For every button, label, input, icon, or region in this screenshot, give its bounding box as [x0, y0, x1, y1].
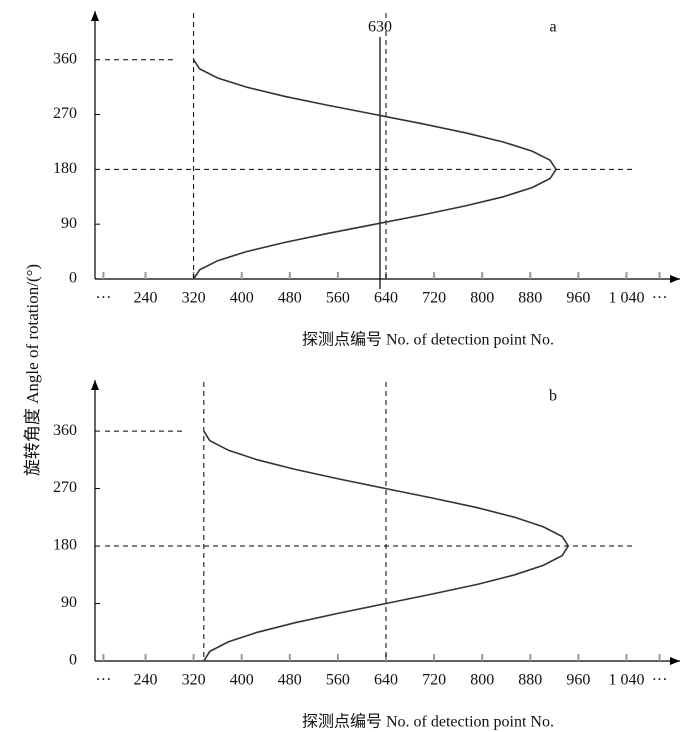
y-tick-label: 360: [53, 422, 77, 439]
curve: [192, 59, 558, 280]
y-tick-label: 360: [53, 50, 77, 67]
x-tick-label: 400: [230, 290, 254, 307]
x-tick-label: 880: [518, 290, 542, 307]
x-tick-label: 720: [422, 290, 446, 307]
marker-label: 630: [368, 19, 392, 36]
x-tick-label: 400: [230, 672, 254, 689]
x-tick-label: 320: [182, 672, 206, 689]
y-tick-label: 90: [61, 215, 77, 232]
x-tick-label: ···: [652, 672, 668, 689]
x-tick-label: 240: [134, 290, 158, 307]
x-tick-label: 1 040: [608, 672, 644, 689]
y-tick-label: 90: [61, 594, 77, 611]
x-tick-label: 640: [374, 672, 398, 689]
x-tick-label: 800: [470, 672, 494, 689]
x-tick-label: ···: [95, 290, 111, 307]
x-tick-label: 480: [278, 672, 302, 689]
x-tick-label: 560: [326, 290, 350, 307]
x-tick-label: ···: [95, 672, 111, 689]
x-tick-label: 720: [422, 672, 446, 689]
x-tick-label: 320: [182, 290, 206, 307]
y-tick-label: 180: [53, 160, 77, 177]
x-tick-label: 800: [470, 290, 494, 307]
y-tick-label: 270: [53, 105, 77, 122]
x-tick-label: 480: [278, 290, 302, 307]
x-axis-arrow: [670, 657, 680, 665]
y-axis-arrow: [91, 11, 99, 21]
x-tick-label: 960: [566, 672, 590, 689]
y-tick-label: 0: [69, 652, 77, 669]
x-axis-label: 探测点编号 No. of detection point No.: [302, 713, 554, 731]
y-axis-label: 旋转角度 Angle of rotation/(°): [23, 264, 42, 476]
x-tick-label: 880: [518, 672, 542, 689]
curve: [203, 430, 570, 662]
x-tick-label: 640: [374, 290, 398, 307]
x-tick-label: ···: [652, 290, 668, 307]
x-tick-label: 960: [566, 290, 590, 307]
panel-label: a: [549, 19, 556, 36]
x-axis-label: 探测点编号 No. of detection point No.: [302, 331, 554, 349]
panel-label: b: [549, 388, 557, 405]
y-tick-label: 180: [53, 537, 77, 554]
y-axis-arrow: [91, 380, 99, 390]
x-tick-label: 560: [326, 672, 350, 689]
x-axis-arrow: [670, 275, 680, 283]
y-tick-label: 0: [69, 270, 77, 287]
x-tick-label: 1 040: [608, 290, 644, 307]
y-tick-label: 270: [53, 479, 77, 496]
x-tick-label: 240: [134, 672, 158, 689]
